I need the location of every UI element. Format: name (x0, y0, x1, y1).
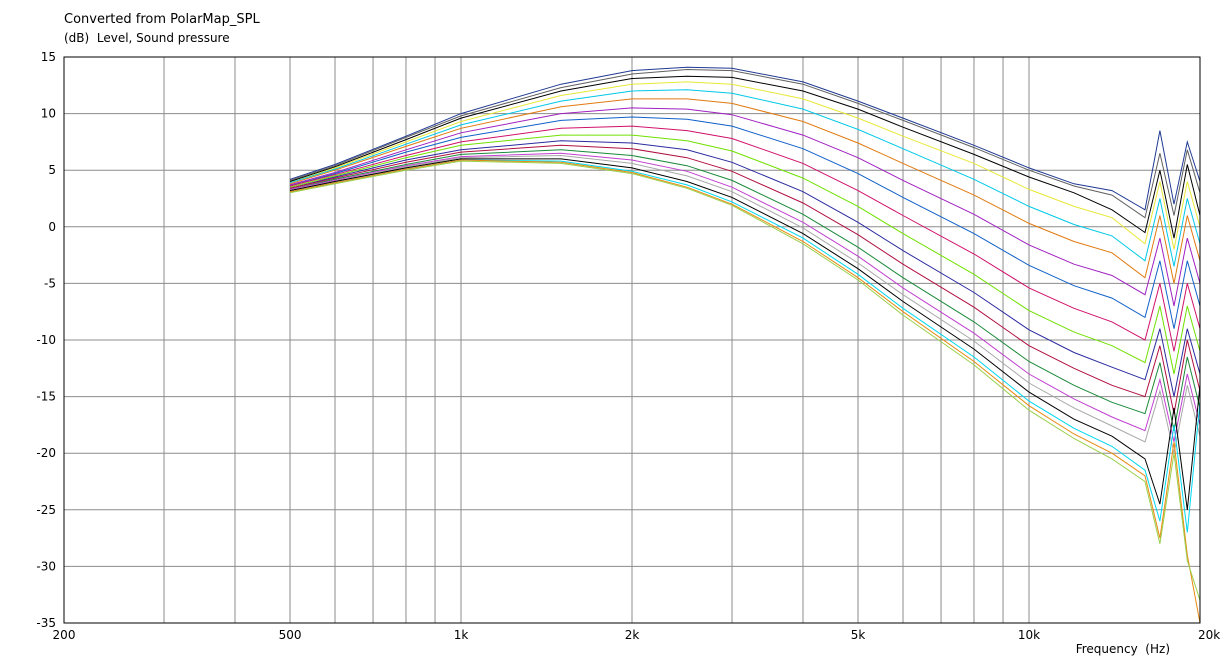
series-line (289, 66, 1201, 211)
x-tick-labels: 200 500 1k 2k 5k 10k 20k (53, 628, 1221, 642)
y-tick-label: -15 (36, 390, 56, 404)
y-tick-label: 10 (41, 107, 56, 121)
series-line (289, 140, 1201, 397)
y-tick-label: 0 (48, 220, 56, 234)
y-tick-label: -10 (36, 333, 56, 347)
series-line (289, 158, 1201, 510)
chart-series (289, 66, 1201, 624)
y-tick-labels: 15 10 5 0 -5 -10 -15 -20 -25 -30 -35 (36, 50, 56, 630)
x-tick-label: 200 (53, 628, 76, 642)
y-tick-label: -30 (36, 559, 56, 573)
x-tick-label: 10k (1018, 628, 1040, 642)
x-axis-label: Frequency (Hz) (1076, 642, 1170, 656)
series-line (289, 125, 1201, 352)
series-line (289, 89, 1201, 267)
y-axis-label: (dB) Level, Sound pressure (64, 31, 230, 45)
plot-frame (63, 56, 1201, 624)
series-line (289, 152, 1201, 443)
series-line (289, 144, 1201, 414)
series-line (289, 159, 1201, 624)
y-tick-label: 15 (41, 50, 56, 64)
y-tick-label: -5 (44, 276, 56, 290)
chart-grid (64, 57, 1200, 623)
series-line (289, 159, 1201, 533)
x-tick-label: 1k (454, 628, 469, 642)
x-tick-label: 5k (851, 628, 866, 642)
series-line (289, 81, 1201, 250)
series-line (289, 149, 1201, 431)
x-tick-label: 2k (625, 628, 640, 642)
series-line (289, 116, 1201, 329)
series-line (289, 160, 1201, 601)
series-line (289, 107, 1201, 307)
y-tick-label: 5 (48, 163, 56, 177)
series-line (289, 98, 1201, 284)
chart-title: Converted from PolarMap_SPL (64, 12, 260, 27)
series-line (289, 134, 1201, 375)
series-line (289, 154, 1201, 454)
series-line (289, 68, 1201, 219)
x-tick-label: 500 (279, 628, 302, 642)
y-tick-label: -25 (36, 503, 56, 517)
y-axis-unit: (dB) (64, 31, 90, 45)
y-tick-label: -35 (36, 616, 56, 630)
series-line (289, 75, 1201, 239)
y-axis-label-text: Level, Sound pressure (96, 31, 230, 45)
x-tick-label: 20k (1198, 628, 1220, 642)
y-tick-label: -20 (36, 446, 56, 460)
